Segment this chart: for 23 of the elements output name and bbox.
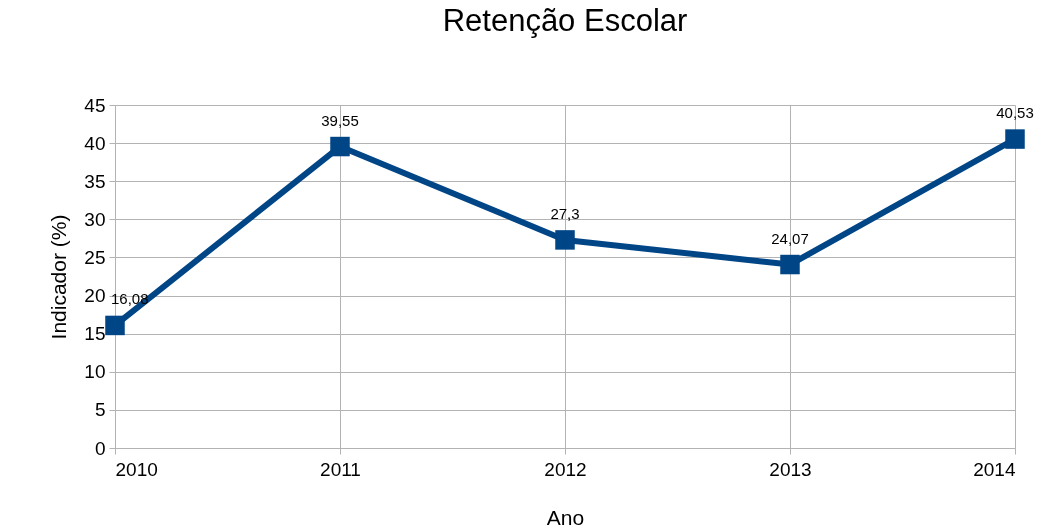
y-tick-label: 25	[84, 246, 106, 268]
x-tick-label: 2012	[544, 458, 587, 480]
data-label: 39,55	[321, 111, 359, 129]
data-label: 27,3	[550, 204, 580, 222]
y-tick-label: 20	[84, 285, 106, 307]
y-tick-label: 15	[84, 323, 106, 345]
x-axis-title: Ano	[546, 505, 585, 529]
y-tick-label: 10	[84, 361, 106, 383]
y-tick-label: 30	[84, 208, 106, 230]
y-tick-label: 5	[94, 399, 106, 421]
y-tick-label: 0	[94, 437, 106, 459]
x-tick-label: 2010	[115, 458, 158, 480]
y-axis-title: Indicador (%)	[47, 214, 71, 340]
y-tick-label: 45	[84, 94, 106, 116]
x-tick-label: 2013	[769, 458, 812, 480]
chart-title: Retenção Escolar	[442, 3, 688, 38]
data-label: 40,53	[996, 104, 1034, 122]
data-label: 16,08	[111, 290, 149, 308]
x-tick-label: 2014	[973, 458, 1016, 480]
data-label: 24,07	[771, 229, 809, 247]
y-tick-label: 40	[84, 132, 106, 154]
x-tick-label: 2011	[320, 458, 361, 480]
y-tick-label: 35	[84, 170, 106, 192]
